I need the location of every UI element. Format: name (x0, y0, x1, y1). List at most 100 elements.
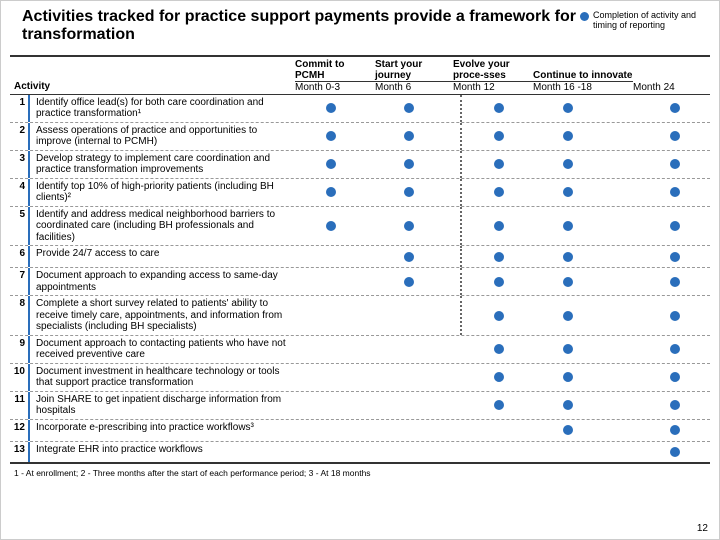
completion-dot-icon (670, 447, 680, 457)
row-text: Assess operations of practice and opport… (30, 123, 295, 150)
phase-divider (460, 123, 462, 150)
row-dots (295, 246, 710, 267)
completion-dot-icon (563, 400, 573, 410)
activity-header: Activity (10, 59, 295, 93)
slide-number: 12 (697, 523, 708, 534)
row-text: Integrate EHR into practice workflows (30, 442, 295, 462)
table-row: 9Document approach to contacting patient… (10, 336, 710, 364)
row-dots (295, 268, 710, 295)
completion-dot-icon (563, 159, 573, 169)
phase-divider (460, 95, 462, 122)
completion-dot-icon (670, 221, 680, 231)
completion-dot-icon (670, 311, 680, 321)
completion-dot-icon (494, 187, 504, 197)
table-row: 3Develop strategy to implement care coor… (10, 151, 710, 179)
table-row: 8Complete a short survey related to pati… (10, 296, 710, 336)
completion-dot-icon (670, 252, 680, 262)
completion-dot-icon (404, 131, 414, 141)
completion-dot-icon (404, 103, 414, 113)
row-text: Incorporate e-prescribing into practice … (30, 420, 295, 441)
phase-divider (460, 268, 462, 295)
row-number: 11 (10, 392, 30, 419)
completion-dot-icon (404, 277, 414, 287)
row-number: 5 (10, 207, 30, 246)
row-text: Complete a short survey related to patie… (30, 296, 295, 335)
phase-col-commit: Commit to PCMH Month 0-3 (295, 59, 375, 93)
phase-divider (460, 207, 462, 246)
completion-dot-icon (494, 311, 504, 321)
completion-dot-icon (326, 103, 336, 113)
completion-dot-icon (494, 372, 504, 382)
legend-text: Completion of activity and timing of rep… (593, 10, 710, 30)
row-dots (295, 179, 710, 206)
phase-col-continue: Continue to innovate Month 16 -18 (533, 59, 633, 93)
completion-dot-icon (670, 277, 680, 287)
completion-dot-icon (670, 131, 680, 141)
row-number: 7 (10, 268, 30, 295)
completion-dot-icon (670, 187, 680, 197)
header: Activities tracked for practice support … (10, 6, 710, 51)
table-row: 13Integrate EHR into practice workflows (10, 442, 710, 464)
completion-dot-icon (404, 252, 414, 262)
completion-dot-icon (326, 187, 336, 197)
table-row: 7Document approach to expanding access t… (10, 268, 710, 296)
slide: Activities tracked for practice support … (0, 0, 720, 540)
legend: Completion of activity and timing of rep… (580, 6, 710, 30)
completion-dot-icon (563, 277, 573, 287)
table-row: 2Assess operations of practice and oppor… (10, 123, 710, 151)
completion-dot-icon (563, 187, 573, 197)
completion-dot-icon (563, 311, 573, 321)
row-text: Join SHARE to get inpatient discharge in… (30, 392, 295, 419)
phase-col-start: Start your journey Month 6 (375, 59, 453, 93)
completion-dot-icon (563, 344, 573, 354)
row-dots (295, 123, 710, 150)
legend-dot-icon (580, 12, 589, 21)
row-dots (295, 420, 710, 441)
table-row: 1Identify office lead(s) for both care c… (10, 95, 710, 123)
completion-dot-icon (670, 103, 680, 113)
completion-dot-icon (494, 159, 504, 169)
row-number: 13 (10, 442, 30, 462)
page-title: Activities tracked for practice support … (10, 6, 580, 51)
table-row: 6Provide 24/7 access to care (10, 246, 710, 268)
phase-col-24: Month 24 (633, 59, 703, 93)
phase-divider (460, 246, 462, 267)
completion-dot-icon (563, 252, 573, 262)
table-row: 11Join SHARE to get inpatient discharge … (10, 392, 710, 420)
row-text: Identify and address medical neighborhoo… (30, 207, 295, 246)
row-dots (295, 336, 710, 363)
completion-dot-icon (326, 159, 336, 169)
completion-dot-icon (404, 159, 414, 169)
completion-dot-icon (404, 221, 414, 231)
completion-dot-icon (563, 131, 573, 141)
row-dots (295, 207, 710, 246)
row-text: Identify office lead(s) for both care co… (30, 95, 295, 122)
column-headers: Activity Commit to PCMH Month 0-3 Start … (10, 55, 710, 95)
row-dots (295, 392, 710, 419)
phase-divider (460, 296, 462, 335)
table-row: 12Incorporate e-prescribing into practic… (10, 420, 710, 442)
completion-dot-icon (670, 159, 680, 169)
row-number: 3 (10, 151, 30, 178)
row-text: Identify top 10% of high-priority patien… (30, 179, 295, 206)
completion-dot-icon (494, 400, 504, 410)
completion-dot-icon (670, 425, 680, 435)
table-row: 10Document investment in healthcare tech… (10, 364, 710, 392)
row-number: 6 (10, 246, 30, 267)
row-text: Provide 24/7 access to care (30, 246, 295, 267)
completion-dot-icon (494, 277, 504, 287)
completion-dot-icon (404, 187, 414, 197)
phase-divider (460, 179, 462, 206)
completion-dot-icon (494, 344, 504, 354)
table-row: 4Identify top 10% of high-priority patie… (10, 179, 710, 207)
row-dots (295, 442, 710, 462)
row-number: 9 (10, 336, 30, 363)
completion-dot-icon (670, 372, 680, 382)
row-number: 4 (10, 179, 30, 206)
completion-dot-icon (563, 372, 573, 382)
completion-dot-icon (670, 344, 680, 354)
row-number: 10 (10, 364, 30, 391)
completion-dot-icon (563, 221, 573, 231)
row-text: Document approach to expanding access to… (30, 268, 295, 295)
completion-dot-icon (494, 221, 504, 231)
